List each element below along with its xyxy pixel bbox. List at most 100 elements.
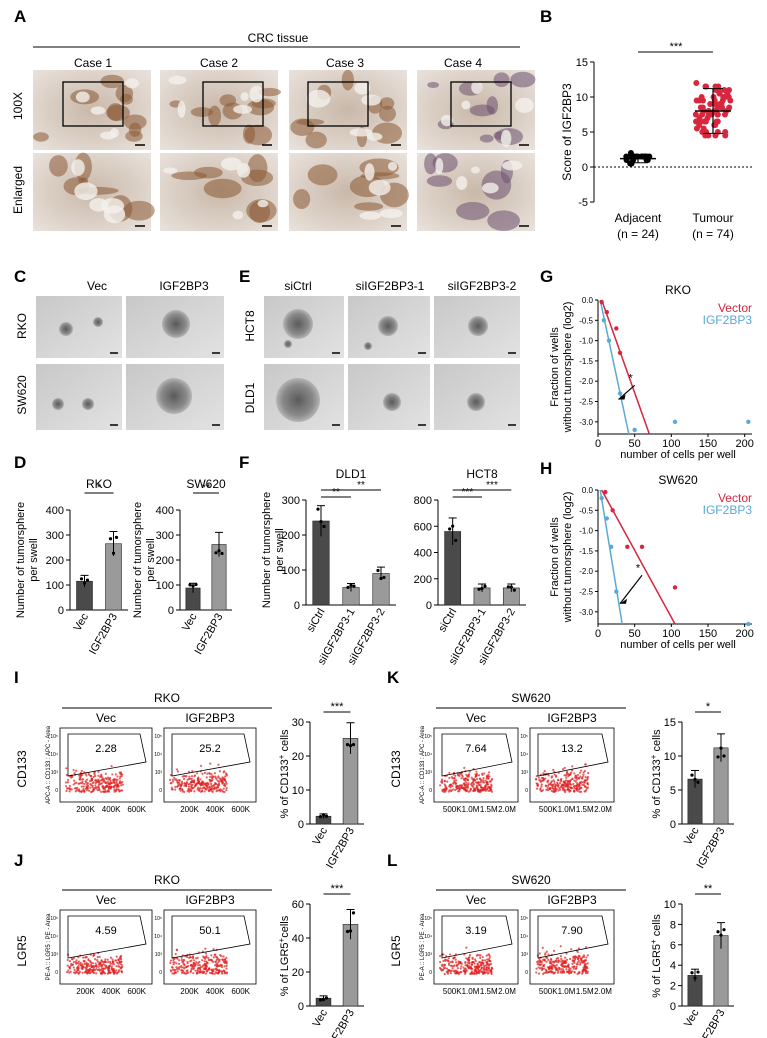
flow-event <box>221 781 224 784</box>
panel-label-f: F <box>239 453 249 472</box>
flow-event <box>554 787 557 790</box>
flow-event <box>111 962 114 965</box>
flow-event <box>210 776 213 780</box>
ihc-stain <box>247 154 268 183</box>
flow-event <box>448 969 451 972</box>
flow-event <box>539 788 542 791</box>
flow-event <box>548 970 551 974</box>
flow-event <box>93 972 96 975</box>
flow-event <box>193 963 197 966</box>
flow-event <box>85 786 88 790</box>
y-tick-label: -2.5 <box>579 588 593 597</box>
flow-event <box>484 779 487 782</box>
panel-label-d: D <box>14 453 26 472</box>
flow-event <box>481 788 484 791</box>
flow-event <box>564 956 567 959</box>
flow-event <box>475 965 479 968</box>
flow-event <box>101 784 104 788</box>
flow-event <box>223 778 226 781</box>
flow-event <box>87 789 91 792</box>
flow-event <box>580 786 583 790</box>
chart-title: RKO <box>665 283 691 297</box>
flow-y-tick: 0 <box>525 788 528 794</box>
flow-event <box>571 970 574 973</box>
flow-event <box>571 769 574 772</box>
y-axis-label: without tumorsphere (log2) <box>562 302 574 434</box>
flow-event <box>66 787 70 790</box>
flow-event <box>578 971 581 975</box>
flow-event <box>88 972 92 975</box>
flow-event <box>479 781 482 784</box>
replicate-dot <box>348 743 353 748</box>
flow-event <box>585 956 588 959</box>
y-axis-label: Number of tumorsphere <box>132 502 144 618</box>
flow-event <box>100 963 103 967</box>
flow-event <box>545 969 548 972</box>
flow-event <box>543 963 546 967</box>
ihc-image-grid <box>33 69 536 231</box>
flow-event <box>213 953 216 956</box>
tumorsphere <box>283 309 313 339</box>
flow-event <box>575 963 578 966</box>
panel-e: E siCtrl siIGF2BP3-1 siIGF2BP3-2 HCT8 DL… <box>239 267 520 430</box>
data-point <box>721 111 728 118</box>
panel-a: A CRC tissue Case 1 Case 2 Case 3 Case 4… <box>11 7 536 231</box>
flow-event <box>84 971 87 974</box>
flow-event <box>208 787 211 790</box>
panel-label-i: I <box>14 668 19 687</box>
ihc-stain <box>219 94 237 107</box>
x-tick-label: 600K <box>231 987 250 996</box>
replicate-dot <box>194 582 198 587</box>
flow-event <box>554 789 557 792</box>
flow-event <box>440 969 443 972</box>
flow-event <box>192 972 195 975</box>
flow-event <box>205 956 208 959</box>
flow-event <box>68 966 71 969</box>
flow-event <box>120 960 123 963</box>
flow-event <box>197 777 200 780</box>
flow-event <box>117 962 120 965</box>
flow-event <box>187 956 191 959</box>
flow-event <box>187 770 190 773</box>
x-tick-label: 500K <box>539 805 558 814</box>
flow-event <box>220 955 223 958</box>
flow-event <box>204 947 207 950</box>
x-tick-label: 200 <box>735 438 753 450</box>
flow-event <box>216 779 220 783</box>
flow-y-tick: 10⁵ <box>424 734 432 740</box>
flow-event <box>475 784 478 787</box>
flow-event <box>446 959 450 962</box>
flow-event <box>64 781 68 784</box>
flow-event <box>552 960 555 964</box>
flow-event <box>550 776 553 779</box>
flow-event <box>454 958 457 961</box>
sig-stars: * <box>97 482 102 494</box>
ihc-lumen <box>233 104 253 114</box>
flow-event <box>582 783 585 786</box>
flow-event <box>112 971 115 974</box>
flow-event <box>219 963 223 967</box>
flow-axis-label: APC-A :: CD133 : APC - Area <box>46 725 52 804</box>
vector-fit-line <box>600 299 651 435</box>
flow-event <box>201 959 204 962</box>
tumorsphere <box>468 316 488 336</box>
flow-event <box>474 969 477 972</box>
flow-event <box>460 777 463 780</box>
y-label-main: % of LGR5 <box>651 944 663 998</box>
flow-event <box>199 778 202 781</box>
y-tick-label: 0.0 <box>582 296 594 305</box>
y-label-suffix: cells <box>279 915 291 938</box>
y-label-sup: + <box>277 937 286 942</box>
y-tick-label: 300 <box>282 495 300 507</box>
ihc-lumen <box>500 129 512 148</box>
flow-event <box>180 966 183 969</box>
y-tick-label: 0 <box>670 819 676 831</box>
bar-charts-f: 0100200300DLD1siCtrlsiIGF2BP3-1siIGF2BP3… <box>261 467 526 667</box>
flow-event <box>563 774 566 777</box>
flow-event <box>575 778 578 781</box>
replicate-dot <box>382 575 386 580</box>
flow-event <box>195 772 199 775</box>
flow-event <box>545 960 548 963</box>
